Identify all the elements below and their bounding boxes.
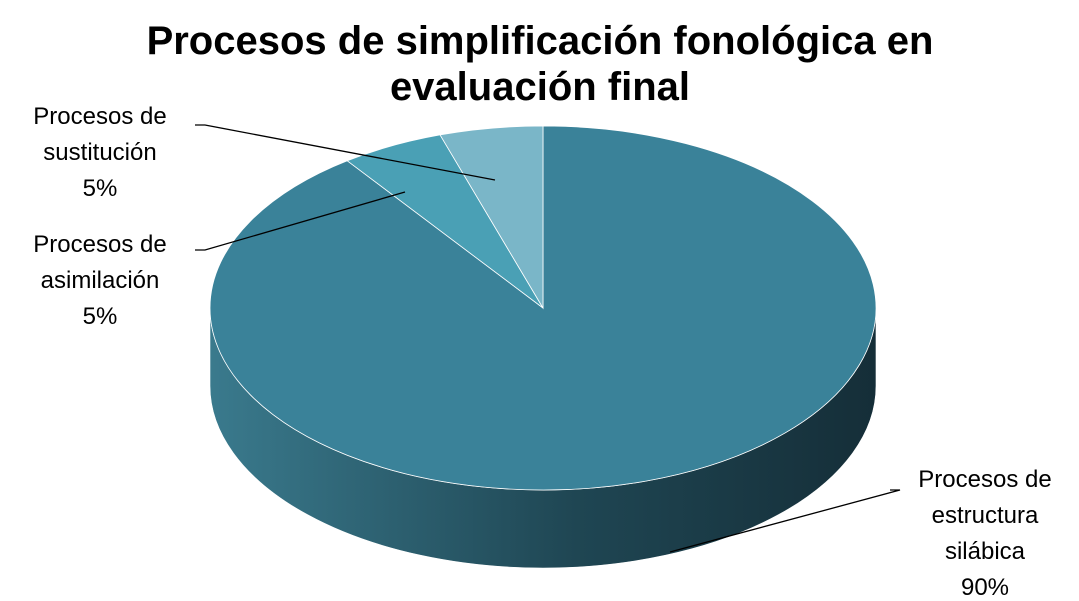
- value-label: 5%: [82, 303, 118, 330]
- data-label: Procesos de asimilación 5%: [5, 227, 195, 335]
- data-label: Procesos de sustitución 5%: [5, 99, 195, 207]
- data-label: Procesos de estructura silábica 90%: [890, 462, 1079, 601]
- category-label: Procesos de estructura silábica: [918, 466, 1052, 565]
- value-label: 5%: [82, 175, 118, 202]
- slice: [439, 125, 544, 310]
- value-label: 90%: [960, 574, 1010, 601]
- category-label: Procesos de sustitución: [33, 103, 167, 166]
- leader-line: [195, 124, 496, 181]
- leader-line: [195, 191, 406, 251]
- chart-title: Procesos de simplificación fonológica en…: [146, 19, 934, 109]
- category-label: Procesos de asimilación: [33, 231, 167, 294]
- leader-line: [669, 489, 901, 553]
